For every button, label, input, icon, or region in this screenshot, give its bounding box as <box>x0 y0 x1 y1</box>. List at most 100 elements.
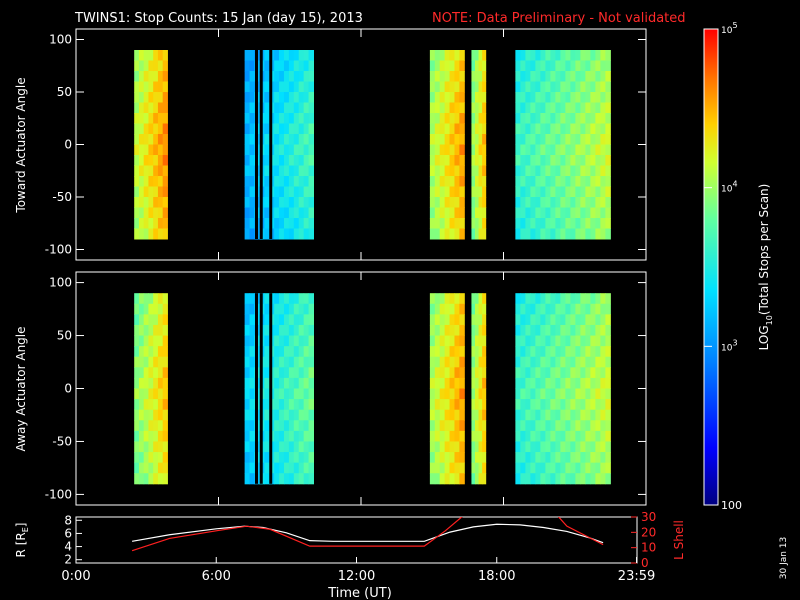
heatmap-cell <box>134 388 140 400</box>
heatmap-cell <box>298 186 305 198</box>
heatmap-cell <box>162 218 168 229</box>
heatmap-cell <box>157 462 164 474</box>
heatmap-cell <box>293 155 300 166</box>
heatmap-cell <box>308 134 314 145</box>
heatmap-cell <box>303 356 310 368</box>
heatmap-cell <box>520 134 526 145</box>
heatmap-cell <box>429 113 436 124</box>
y-tick-label: 100 <box>49 276 72 290</box>
heatmap-cell <box>279 228 285 240</box>
heatmap-cell <box>157 71 164 82</box>
heatmap-cell <box>560 228 566 240</box>
heatmap-cell <box>475 473 480 485</box>
heatmap-cell <box>560 420 566 432</box>
heatmap-cell <box>560 399 566 411</box>
heatmap-cell <box>520 367 526 379</box>
heatmap-cell <box>162 314 168 326</box>
heatmap-cell <box>555 462 561 474</box>
heatmap-cell <box>293 228 300 240</box>
heatmap-cell <box>162 144 168 156</box>
heatmap-cell <box>439 441 446 453</box>
heatmap-cell <box>520 228 526 240</box>
heatmap-cell <box>308 218 314 229</box>
heatmap-cell <box>298 71 305 82</box>
heatmap-cell <box>454 399 460 411</box>
heatmap-cell <box>429 303 436 315</box>
heatmap-cell <box>471 441 476 453</box>
heatmap-cell <box>454 324 460 337</box>
heatmap-cell <box>560 452 566 464</box>
heatmap-cell <box>555 60 561 72</box>
heatmap-cell <box>134 81 140 93</box>
heatmap-cell <box>274 356 280 368</box>
heatmap-cell <box>575 197 581 208</box>
heatmap-cell <box>595 134 601 145</box>
heatmap-cell <box>600 71 606 82</box>
heatmap-cell <box>580 81 586 93</box>
heatmap-cell <box>283 134 290 145</box>
heatmap-cell <box>439 113 446 124</box>
heatmap-cell <box>134 452 140 464</box>
heatmap-cell <box>293 399 300 411</box>
heatmap-cell <box>279 155 285 166</box>
heatmap-cell <box>475 377 480 389</box>
heatmap-cell <box>143 346 149 358</box>
heatmap-cell <box>288 314 295 326</box>
heatmap-cell <box>590 303 596 315</box>
heatmap-cell <box>283 176 290 187</box>
heatmap-cell <box>590 155 596 166</box>
heatmap-cell <box>138 377 145 389</box>
heatmap-cell <box>585 165 591 177</box>
heatmap-cell <box>429 144 436 156</box>
heatmap-cell <box>482 50 487 61</box>
heatmap-cell <box>274 155 280 166</box>
heatmap-cell <box>600 207 606 219</box>
heatmap-cell <box>570 71 576 82</box>
heatmap-cell <box>565 218 571 229</box>
heatmap-cell <box>560 165 566 177</box>
heatmap-cell <box>560 430 566 442</box>
heatmap-cell <box>264 144 270 156</box>
heatmap-cell <box>279 197 285 208</box>
heatmap-cell <box>580 218 586 229</box>
heatmap-cell <box>605 420 611 432</box>
heatmap-cell <box>535 399 541 411</box>
heatmap-cell <box>293 113 300 124</box>
heatmap-cell <box>575 399 581 411</box>
date-stamp: 30 Jan 13 <box>779 537 789 580</box>
heatmap-cell <box>454 71 460 82</box>
heatmap-cell <box>545 356 551 368</box>
heatmap-cell <box>264 293 270 305</box>
heatmap-cell <box>153 399 159 411</box>
heatmap-cell <box>570 92 576 103</box>
heatmap-cell <box>535 356 541 368</box>
heatmap-cell <box>244 71 251 82</box>
heatmap-cell <box>283 409 290 421</box>
heatmap-cell <box>274 388 280 400</box>
heatmap-cell <box>520 409 526 421</box>
heatmap-cell <box>580 388 586 400</box>
heatmap-cell <box>293 176 300 187</box>
heatmap-cell <box>605 102 611 114</box>
heatmap-cell <box>555 441 561 453</box>
heatmap-cell <box>264 314 270 326</box>
heatmap-cell <box>153 50 159 61</box>
heatmap-cell <box>535 441 541 453</box>
heatmap-cell <box>298 335 305 347</box>
data-note: NOTE: Data Preliminary - Not validated <box>432 11 686 26</box>
heatmap-cell <box>535 50 541 61</box>
heatmap-cell <box>459 293 465 305</box>
heatmap-cell <box>590 388 596 400</box>
heatmap-cell <box>530 399 536 411</box>
heatmap-cell <box>264 113 270 124</box>
heatmap-cell <box>595 356 601 368</box>
heatmap-cell <box>134 123 140 135</box>
heatmap-cell <box>143 144 149 156</box>
heatmap-cell <box>138 314 145 326</box>
heatmap-cell <box>580 197 586 208</box>
heatmap-cell <box>303 165 310 177</box>
heatmap-cell <box>162 50 168 61</box>
heatmap-cell <box>153 420 159 432</box>
heatmap-cell <box>520 50 526 61</box>
heatmap-cell <box>475 218 480 229</box>
